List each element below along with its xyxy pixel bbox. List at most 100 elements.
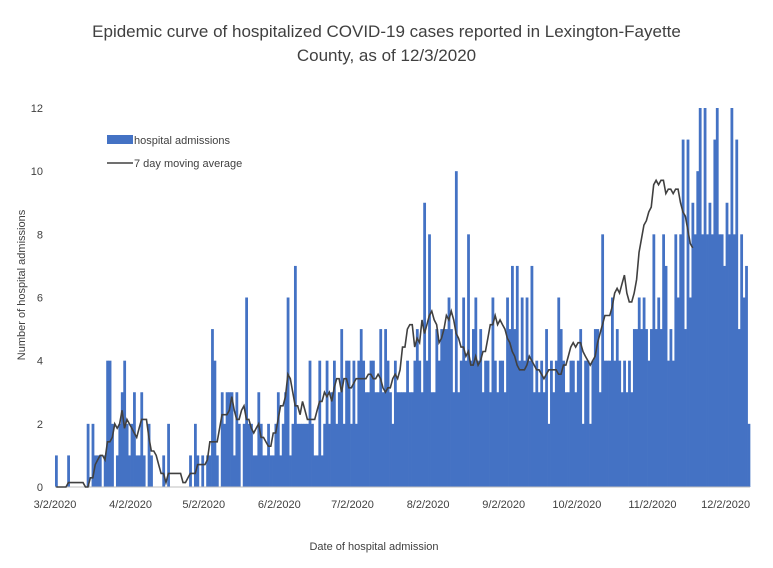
bar bbox=[147, 423, 151, 487]
bar bbox=[459, 360, 463, 487]
bar bbox=[150, 455, 153, 487]
bar bbox=[128, 455, 131, 487]
bar bbox=[98, 455, 102, 487]
bar bbox=[481, 392, 485, 487]
moving-average-line bbox=[56, 178, 694, 488]
bar bbox=[208, 455, 212, 487]
bar bbox=[415, 329, 419, 487]
bar bbox=[389, 392, 392, 487]
bar bbox=[579, 329, 583, 487]
bar bbox=[723, 265, 726, 487]
bar bbox=[591, 360, 595, 487]
bar bbox=[293, 265, 297, 487]
bar bbox=[501, 360, 505, 487]
bar bbox=[593, 329, 597, 487]
bar bbox=[608, 360, 612, 487]
bar bbox=[435, 329, 439, 487]
bar bbox=[715, 108, 719, 487]
bar bbox=[345, 360, 348, 487]
bar bbox=[737, 329, 741, 487]
bar bbox=[625, 392, 629, 487]
legend: hospital admissions 7 day moving average bbox=[107, 135, 242, 170]
y-tick-label: 0 bbox=[37, 482, 43, 494]
bar bbox=[454, 171, 458, 488]
bar bbox=[432, 392, 436, 487]
bar bbox=[506, 297, 509, 487]
bar bbox=[242, 423, 246, 487]
bar bbox=[618, 360, 622, 487]
bar bbox=[513, 329, 517, 487]
bar bbox=[403, 392, 407, 487]
bar bbox=[669, 329, 673, 487]
bar bbox=[225, 392, 229, 487]
x-tick-label: 6/2/2020 bbox=[258, 499, 301, 511]
bar bbox=[652, 234, 656, 487]
bar bbox=[289, 455, 292, 487]
bar bbox=[94, 455, 97, 487]
bar bbox=[745, 265, 748, 487]
bar bbox=[710, 234, 714, 487]
bar bbox=[532, 392, 536, 487]
bar bbox=[689, 297, 692, 487]
y-tick-label: 2 bbox=[37, 419, 43, 431]
bar bbox=[581, 423, 585, 487]
bar bbox=[623, 360, 626, 487]
bar bbox=[125, 423, 129, 487]
bar bbox=[320, 455, 324, 487]
bar bbox=[247, 423, 251, 487]
bar bbox=[740, 234, 744, 487]
bar bbox=[189, 455, 192, 487]
bar bbox=[318, 360, 322, 487]
bar bbox=[684, 329, 687, 487]
bar bbox=[571, 360, 575, 487]
bar bbox=[747, 423, 751, 487]
bar bbox=[111, 423, 114, 487]
bar bbox=[696, 171, 700, 488]
bar bbox=[574, 392, 578, 487]
bar bbox=[315, 455, 319, 487]
bar bbox=[364, 392, 368, 487]
bar bbox=[237, 423, 241, 487]
bar bbox=[230, 392, 234, 487]
bar bbox=[603, 360, 607, 487]
bar bbox=[340, 329, 344, 487]
bar bbox=[411, 392, 414, 487]
bar bbox=[233, 455, 236, 487]
y-tick-label: 10 bbox=[31, 166, 43, 178]
bar bbox=[301, 423, 305, 487]
x-tick-label: 11/2/2020 bbox=[628, 499, 676, 511]
bar bbox=[330, 392, 334, 487]
x-tick-label: 3/2/2020 bbox=[34, 499, 77, 511]
bar bbox=[667, 360, 670, 487]
x-tick-label: 10/2/2020 bbox=[552, 499, 601, 511]
bar bbox=[674, 234, 678, 487]
bar bbox=[106, 360, 109, 487]
bar bbox=[515, 265, 519, 487]
bar bbox=[493, 360, 497, 487]
bar bbox=[118, 423, 122, 487]
x-tick-label: 12/2/2020 bbox=[701, 499, 750, 511]
bar bbox=[215, 455, 219, 487]
bar bbox=[401, 392, 405, 487]
bar bbox=[472, 329, 475, 487]
bar bbox=[420, 392, 424, 487]
bar bbox=[142, 455, 146, 487]
bar bbox=[725, 202, 729, 487]
chart-title-line-2: County, as of 12/3/2020 bbox=[296, 46, 477, 65]
bar bbox=[437, 360, 441, 487]
bar bbox=[328, 423, 331, 487]
bar bbox=[686, 139, 690, 487]
bar bbox=[679, 234, 683, 487]
bar bbox=[135, 455, 139, 487]
bar bbox=[601, 234, 605, 487]
bar bbox=[162, 455, 166, 487]
bar bbox=[520, 297, 524, 487]
bar bbox=[567, 392, 570, 487]
bar bbox=[235, 392, 239, 487]
bar bbox=[662, 234, 665, 487]
bar bbox=[523, 360, 526, 487]
bar bbox=[732, 234, 736, 487]
bar bbox=[528, 360, 531, 487]
bar bbox=[450, 329, 453, 487]
